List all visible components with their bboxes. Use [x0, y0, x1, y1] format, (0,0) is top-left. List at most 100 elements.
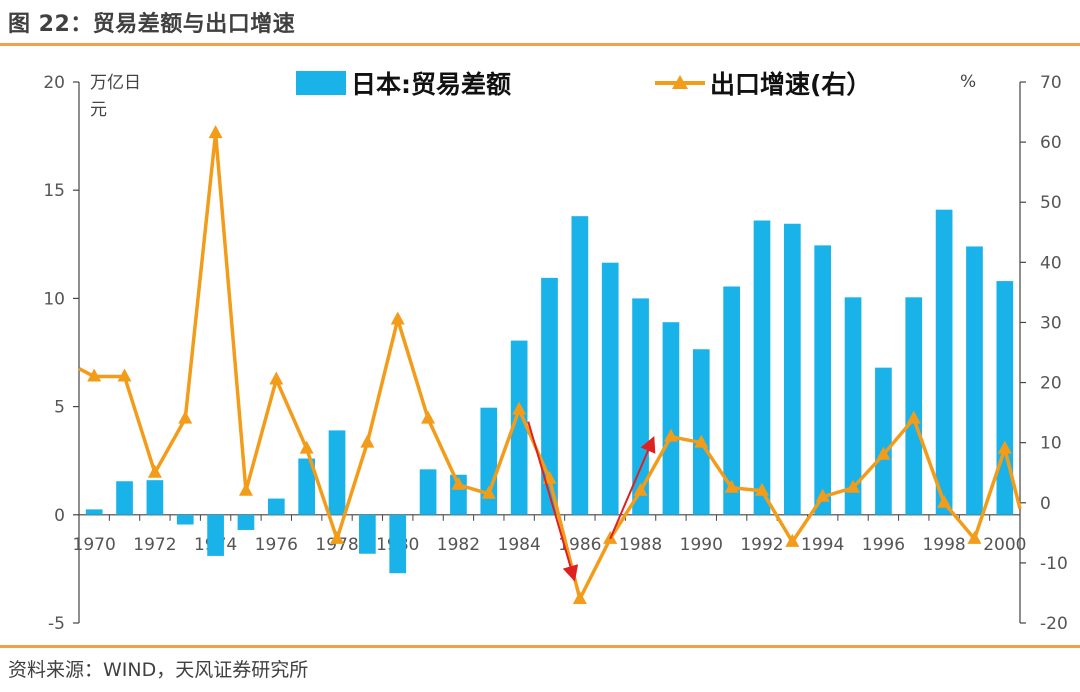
export-growth-marker: [663, 428, 678, 442]
annotation-layer: [527, 421, 656, 582]
trade-balance-bar: [176, 514, 194, 525]
export-growth-marker: [390, 311, 405, 325]
trade-balance-bar: [966, 246, 983, 515]
right-axis-tick-label: 40: [1040, 253, 1062, 273]
trade-balance-bar: [541, 277, 558, 515]
trade-balance-bar: [207, 514, 224, 556]
x-axis-tick-label: 1992: [740, 535, 783, 555]
export-growth-marker: [633, 482, 648, 496]
right-axis-tick-label: 50: [1040, 193, 1062, 213]
right-axis-tick-label: 10: [1040, 434, 1062, 454]
legend-bar-swatch: [296, 71, 346, 95]
export-growth-marker: [421, 410, 436, 424]
trade-balance-bar: [419, 469, 437, 515]
export-growth-marker: [147, 464, 162, 478]
export-growth-marker: [754, 482, 769, 496]
x-axis-tick-label: 1988: [619, 535, 662, 555]
export-growth-marker: [117, 368, 132, 382]
export-growth-marker: [299, 440, 314, 454]
trade-balance-bar: [359, 514, 376, 554]
left-axis-tick-label: 10: [43, 289, 65, 309]
trade-balance-bar: [692, 349, 710, 515]
export-growth-marker: [208, 125, 223, 139]
trade-balance-bar: [662, 322, 680, 515]
right-axis-tick-label: 60: [1040, 133, 1062, 153]
x-axis-tick-label: 1998: [922, 535, 965, 555]
export-growth-marker: [572, 590, 587, 604]
export-growth-marker: [481, 485, 496, 499]
trade-balance-bar: [298, 458, 316, 515]
trade-balance-bar: [146, 480, 164, 515]
legend-bar-label: 日本:贸易差额: [351, 70, 511, 99]
export-growth-marker: [724, 479, 739, 493]
x-axis-tick-label: 1990: [680, 535, 723, 555]
bar-layer: [85, 209, 1014, 574]
trade-balance-bar: [116, 481, 133, 515]
left-axis-tick-label: 20: [43, 73, 65, 93]
figure-title: 图 22：贸易差额与出口增速: [8, 12, 296, 37]
trade-balance-bar: [814, 245, 832, 515]
legend-line-marker: [672, 75, 688, 89]
export-growth-marker: [330, 530, 345, 544]
trade-balance-bar: [267, 498, 285, 515]
export-growth-marker: [815, 488, 830, 502]
export-growth-marker: [87, 368, 102, 382]
right-axis-tick-label: 20: [1040, 374, 1062, 394]
trade-balance-bar: [996, 281, 1014, 515]
trade-balance-bar: [85, 509, 103, 515]
line-layer: [78, 125, 1022, 604]
left-axis-tick-label: -5: [48, 614, 65, 634]
export-growth-marker: [997, 440, 1012, 454]
x-axis-tick-label: 1978: [315, 535, 358, 555]
trade-balance-bar: [480, 407, 498, 515]
trade-balance-bar: [237, 514, 255, 530]
right-axis-tick-label: 30: [1040, 313, 1062, 333]
x-axis-tick-label: 1984: [498, 535, 541, 555]
trade-balance-bar: [935, 209, 953, 515]
left-axis-unit: 万亿日: [90, 73, 141, 93]
right-axis-tick-label: -20: [1040, 614, 1068, 634]
export-growth-marker: [512, 401, 527, 415]
trend-arrow: [609, 435, 656, 540]
trade-balance-bar: [389, 514, 407, 574]
trade-balance-bar: [875, 367, 892, 515]
export-growth-marker: [178, 410, 193, 424]
export-growth-marker: [694, 434, 709, 448]
trade-balance-bar: [844, 297, 862, 515]
trade-balance-bar: [723, 286, 740, 515]
export-growth-marker: [846, 479, 861, 493]
x-axis-tick-label: 1970: [73, 535, 116, 555]
footer-rule: [0, 645, 1080, 648]
x-axis-tick-label: 1994: [801, 535, 844, 555]
left-axis-tick-label: 15: [43, 181, 65, 201]
trade-balance-bar: [328, 430, 346, 515]
trade-balance-bar: [510, 340, 528, 515]
trade-balance-bar: [783, 223, 801, 515]
x-axis-tick-label: 1996: [862, 535, 905, 555]
x-axis-tick-label: 1982: [437, 535, 480, 555]
left-axis-unit-2: 元: [90, 100, 107, 120]
trade-balance-bar: [753, 220, 771, 515]
trade-balance-bar: [905, 297, 923, 515]
source-note: 资料来源：WIND，天风证券研究所: [8, 659, 309, 681]
legend-line-label: 出口增速(右）: [710, 70, 871, 99]
right-axis-tick-label: -10: [1040, 554, 1068, 574]
export-growth-marker: [967, 530, 982, 544]
export-growth-marker: [360, 434, 375, 448]
right-axis-tick-label: 70: [1040, 73, 1062, 93]
trend-arrow: [527, 421, 579, 582]
left-axis-tick-label: 5: [54, 398, 65, 418]
export-growth-marker: [876, 446, 891, 460]
trade-balance-bar: [601, 262, 619, 515]
right-axis-unit: %: [960, 72, 976, 92]
x-axis-tick-label: 1976: [255, 535, 298, 555]
legend: 日本:贸易差额 出口增速(右）: [296, 70, 871, 99]
trade-balance-bar: [571, 216, 589, 515]
left-axis-tick-label: 0: [54, 506, 65, 526]
export-growth-marker: [451, 476, 466, 490]
right-axis-tick-label: 0: [1040, 494, 1051, 514]
export-growth-marker: [937, 494, 952, 508]
export-growth-marker: [906, 410, 921, 424]
x-axis-tick-label: 2000: [983, 535, 1026, 555]
